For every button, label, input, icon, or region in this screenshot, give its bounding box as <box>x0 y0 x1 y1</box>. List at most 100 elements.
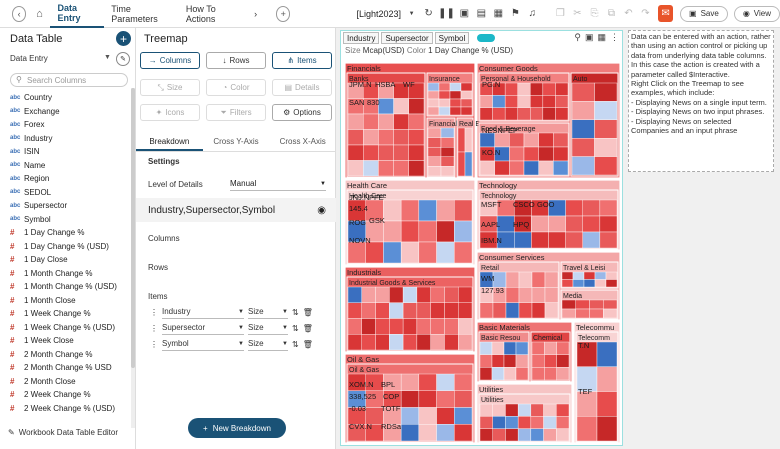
sort-icon[interactable]: ⇅ <box>292 323 299 333</box>
symbol-cell[interactable] <box>347 334 362 351</box>
symbol-cell[interactable] <box>479 367 493 381</box>
symbol-cell[interactable] <box>531 231 549 249</box>
symbol-cell[interactable] <box>572 271 585 280</box>
symbol-cell[interactable] <box>515 354 529 368</box>
column-item[interactable]: #1 Month Change % <box>10 267 130 281</box>
bookmark-icon[interactable]: ⚑ <box>510 8 520 19</box>
symbol-cell[interactable] <box>361 318 376 335</box>
symbol-cell[interactable] <box>561 271 574 280</box>
formula-wand-icon[interactable]: ✎ <box>116 52 130 66</box>
symbol-cell[interactable] <box>454 373 473 391</box>
symbol-cell[interactable] <box>402 286 418 303</box>
symbol-cell[interactable] <box>438 90 451 100</box>
column-item[interactable]: abc ISIN <box>10 145 130 159</box>
symbol-cell[interactable] <box>454 241 473 264</box>
column-item[interactable]: abc Supersector <box>10 199 130 213</box>
symbol-cell[interactable] <box>494 160 510 176</box>
symbol-cell[interactable] <box>400 424 420 442</box>
symbol-cell[interactable] <box>538 146 554 162</box>
symbol-cell[interactable] <box>514 231 532 249</box>
symbol-cell[interactable] <box>347 129 364 146</box>
symbol-cell[interactable] <box>378 113 394 130</box>
symbol-cell[interactable] <box>438 98 451 108</box>
symbol-cell[interactable] <box>517 416 532 429</box>
chip-symbol[interactable]: Symbol <box>434 32 470 44</box>
symbol-cell[interactable] <box>531 367 545 381</box>
symbol-cell[interactable] <box>400 220 420 243</box>
symbol-cell[interactable] <box>393 113 409 130</box>
title-dropdown-icon[interactable]: ▼ <box>408 10 415 17</box>
symbol-cell[interactable] <box>383 220 402 243</box>
tab-cross-y-axis[interactable]: Cross Y-Axis <box>213 137 259 146</box>
symbol-cell[interactable] <box>571 156 595 176</box>
symbol-cell[interactable] <box>504 107 518 121</box>
symbol-cell[interactable] <box>479 132 495 148</box>
symbol-cell[interactable] <box>542 82 556 96</box>
item-field-select[interactable]: Supersector ▼ <box>162 322 244 335</box>
symbol-cell[interactable] <box>596 341 618 367</box>
symbol-cell[interactable] <box>571 119 595 139</box>
column-list-scrollbar[interactable] <box>131 88 135 428</box>
symbol-cell[interactable] <box>505 416 519 429</box>
new-breakdown-button[interactable]: + New Breakdown <box>188 418 286 438</box>
image-icon[interactable]: ▣ <box>584 32 594 42</box>
item-row[interactable]: ⋮ Industry ▼ Size ▼ ⇅ 🗑 <box>150 305 313 319</box>
symbol-cell[interactable] <box>347 160 364 177</box>
symbol-cell[interactable] <box>544 367 557 381</box>
symbol-cell[interactable] <box>594 137 618 157</box>
symbol-cell[interactable] <box>543 416 557 429</box>
item-field-select[interactable]: Symbol ▼ <box>162 338 244 351</box>
symbol-cell[interactable] <box>515 341 529 355</box>
symbol-cell[interactable] <box>523 146 539 162</box>
symbol-cell[interactable] <box>427 90 440 100</box>
symbol-cell[interactable] <box>458 302 473 319</box>
symbol-cell[interactable] <box>556 341 570 355</box>
symbol-cell[interactable] <box>589 308 604 319</box>
symbol-cell[interactable] <box>347 286 362 303</box>
symbol-cell[interactable] <box>454 220 473 243</box>
symbol-cell[interactable] <box>492 95 506 108</box>
symbol-cell[interactable] <box>400 390 420 408</box>
symbol-cell[interactable] <box>491 341 505 355</box>
symbol-cell[interactable] <box>553 146 569 162</box>
symbol-cell[interactable] <box>347 318 362 335</box>
column-item[interactable]: abc Name <box>10 159 130 173</box>
symbol-cell[interactable] <box>530 107 544 121</box>
symbol-cell[interactable] <box>504 82 518 96</box>
item-field-select[interactable]: Industry ▼ <box>162 306 244 319</box>
symbol-cell[interactable] <box>544 302 559 319</box>
symbol-cell[interactable] <box>375 318 390 335</box>
column-item[interactable]: abc Symbol <box>10 213 130 227</box>
export-image-icon[interactable]: ▣ <box>459 8 470 19</box>
symbol-cell[interactable] <box>449 98 462 108</box>
symbol-cell[interactable] <box>363 129 379 146</box>
symbol-cell[interactable] <box>365 241 384 264</box>
back-icon[interactable]: ‹ <box>12 5 27 22</box>
symbol-cell[interactable] <box>556 416 570 429</box>
symbol-cell[interactable] <box>438 82 451 92</box>
columns-button[interactable]: → Columns <box>140 52 200 69</box>
symbol-cell[interactable] <box>543 403 557 417</box>
symbol-cell[interactable] <box>589 299 604 310</box>
view-button[interactable]: ◉ View <box>733 5 780 22</box>
tab-data-entry[interactable]: Data Entry <box>50 0 105 28</box>
symbol-cell[interactable] <box>517 107 531 121</box>
column-item[interactable]: #2 Week Change % <box>10 388 130 402</box>
symbol-cell[interactable] <box>444 334 459 351</box>
symbol-cell[interactable] <box>418 241 437 264</box>
chevron-down-icon[interactable]: ▼ <box>104 54 111 61</box>
column-item[interactable]: #1 Day Close <box>10 253 130 267</box>
symbol-cell[interactable] <box>544 271 559 288</box>
symbol-cell[interactable] <box>454 424 473 442</box>
symbol-cell[interactable] <box>402 334 418 351</box>
symbol-cell[interactable] <box>400 407 420 425</box>
symbol-cell[interactable] <box>494 132 510 148</box>
symbol-cell[interactable] <box>492 302 507 319</box>
symbol-cell[interactable] <box>530 95 544 108</box>
symbol-cell[interactable] <box>517 95 531 108</box>
symbol-cell[interactable] <box>503 341 517 355</box>
symbol-cell[interactable] <box>479 302 494 319</box>
symbol-cell[interactable] <box>523 132 539 148</box>
symbol-cell[interactable] <box>505 271 520 288</box>
symbol-cell[interactable] <box>479 428 493 442</box>
